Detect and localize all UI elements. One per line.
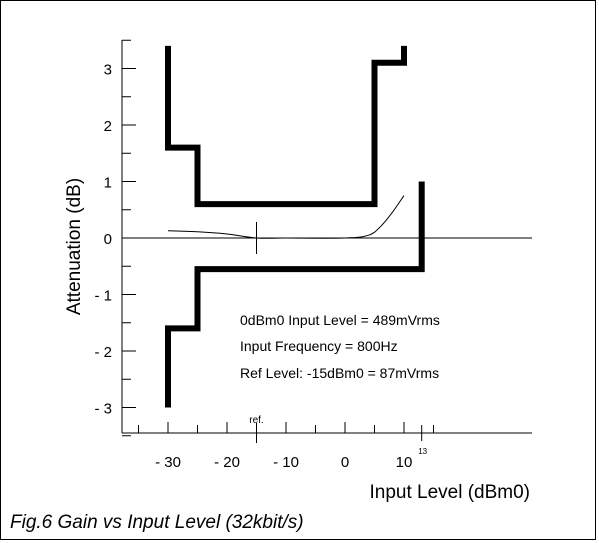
y-tick-label: - 1: [94, 288, 112, 305]
y-tick-label: - 2: [94, 344, 112, 361]
ref-label: ref.: [249, 415, 263, 426]
y-tick-label: 1: [104, 175, 112, 192]
tick-13-label: 13: [418, 447, 427, 456]
figure-caption: Fig.6 Gain vs Input Level (32kbit/s): [10, 512, 304, 533]
y-tick-label: 2: [104, 118, 112, 135]
y-tick-label: 0: [104, 231, 112, 248]
y-tick-label: - 3: [94, 401, 112, 418]
upper-mask-line: [165, 45, 407, 208]
lower-mask-line: [165, 181, 425, 408]
x-tick-label: 10: [396, 454, 413, 471]
annotation-text: Ref Level: -15dBm0 = 87mVrms: [240, 365, 439, 381]
measured-curve: [167, 195, 405, 239]
x-tick-label: - 20: [214, 454, 240, 471]
annotation-text: Input Frequency = 800Hz: [240, 338, 398, 354]
x-tick-label: - 10: [273, 454, 299, 471]
annotation-text: 0dBm0 Input Level = 489mVrms: [240, 312, 440, 328]
x-axis-label: Input Level (dBm0): [369, 482, 530, 503]
x-tick-label: - 30: [155, 454, 181, 471]
y-axis-label: Attenuation (dB): [64, 178, 85, 315]
y-tick-label: 3: [104, 62, 112, 79]
x-tick-label: 0: [341, 454, 349, 471]
